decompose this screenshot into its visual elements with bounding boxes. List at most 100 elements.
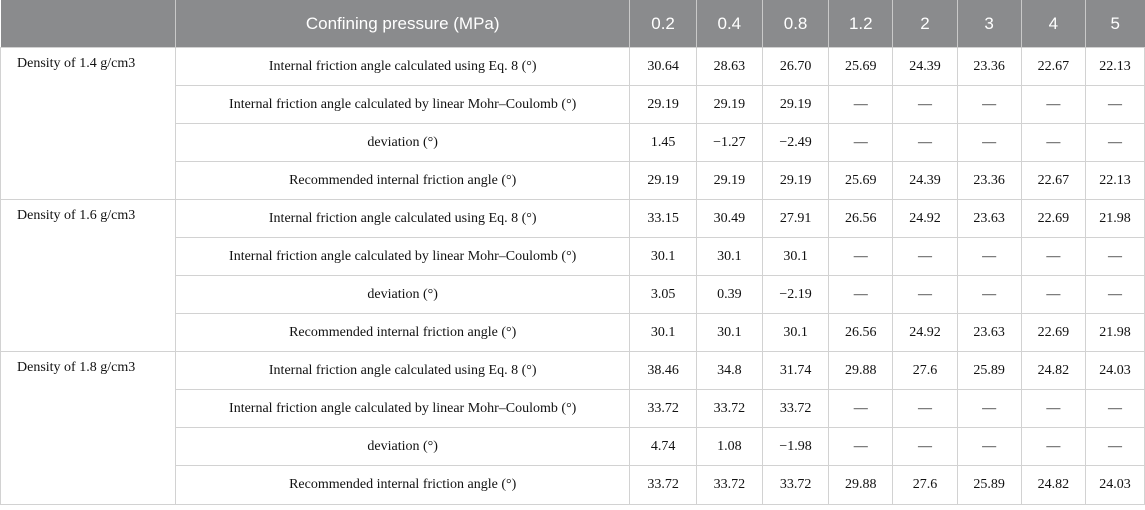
value-cell: 29.88: [828, 351, 894, 390]
value-cell: 22.69: [1020, 199, 1086, 238]
table-row: deviation (°) 4.74 1.08 −1.98— — — — —: [1, 427, 1145, 466]
value-cell: 29.19: [695, 85, 763, 124]
table-row: Recommended internal friction angle (°) 3…: [1, 313, 1145, 352]
value-cell: 22.67: [1020, 47, 1086, 86]
value-cell: 25.69: [828, 47, 894, 86]
table-row: Density of 1.8 g/cm3 Internal friction an…: [0, 351, 1145, 505]
row-label: deviation (°): [174, 427, 631, 466]
row-label: Internal friction angle calculated by li…: [174, 237, 631, 276]
value-cell: —: [1084, 389, 1145, 428]
table-row: Internal friction angle calculated by li…: [1, 389, 1145, 428]
value-cell: 30.1: [761, 237, 830, 276]
value-cell: 4.74: [629, 427, 697, 466]
value-cell: —: [828, 123, 894, 162]
table-row: Internal friction angle calculated by li…: [1, 237, 1145, 276]
value-cell: 24.39: [892, 161, 958, 200]
table-row: Recommended internal friction angle (°) 2…: [1, 161, 1145, 200]
value-cell: 24.92: [892, 313, 958, 352]
row-label: deviation (°): [174, 275, 631, 314]
value-cell: 22.13: [1084, 161, 1145, 200]
value-cell: 33.72: [761, 465, 830, 505]
header-pressure-cell: 0.4: [695, 0, 763, 48]
value-cell: 25.89: [956, 465, 1022, 505]
value-cell: 33.72: [761, 389, 830, 428]
value-cell: —: [1084, 275, 1145, 314]
table-row: Density of 1.4 g/cm3 Internal friction an…: [0, 47, 1145, 200]
table-row: Internal friction angle calculated by li…: [1, 85, 1145, 124]
value-cell: 30.1: [761, 313, 830, 352]
value-cell: −2.19: [761, 275, 830, 314]
row-label: Internal friction angle calculated by li…: [174, 389, 631, 428]
value-cell: —: [828, 85, 894, 124]
value-cell: 33.72: [629, 465, 697, 505]
header-row: Confining pressure (MPa) 0.2 0.4 0.8 1.2…: [0, 0, 1145, 48]
value-cell: 30.1: [695, 237, 763, 276]
value-cell: 31.74: [761, 351, 830, 390]
row-label: Internal friction angle calculated using…: [174, 47, 631, 86]
value-cell: —: [1084, 123, 1145, 162]
value-cell: 29.19: [629, 85, 697, 124]
value-cell: 1.45: [629, 123, 697, 162]
value-cell: 29.19: [761, 85, 830, 124]
value-cell: 24.03: [1084, 351, 1145, 390]
value-cell: 1.08: [695, 427, 763, 466]
value-cell: 34.8: [695, 351, 763, 390]
value-cell: —: [956, 85, 1022, 124]
value-cell: —: [956, 427, 1022, 466]
value-cell: 0.39: [695, 275, 763, 314]
value-cell: 33.72: [629, 389, 697, 428]
table-row: Recommended internal friction angle (°) 3…: [1, 465, 1145, 505]
value-cell: 30.1: [695, 313, 763, 352]
value-cell: 22.67: [1020, 161, 1086, 200]
value-cell: —: [892, 85, 958, 124]
value-cell: 21.98: [1084, 313, 1145, 352]
value-cell: —: [1020, 237, 1086, 276]
value-cell: —: [1020, 85, 1086, 124]
value-cell: 29.19: [695, 161, 763, 200]
value-cell: —: [828, 427, 894, 466]
value-cell: —: [828, 237, 894, 276]
row-label: deviation (°): [174, 123, 631, 162]
value-cell: 25.69: [828, 161, 894, 200]
density-group-label: Density of 1.6 g/cm3: [0, 199, 176, 352]
value-cell: 24.82: [1020, 351, 1086, 390]
value-cell: 24.92: [892, 199, 958, 238]
row-label: Recommended internal friction angle (°): [174, 465, 631, 505]
header-pressure-cell: 1.2: [828, 0, 893, 48]
table-row: deviation (°) 1.45 −1.27 −2.49— — — — —: [1, 123, 1145, 162]
value-cell: −1.27: [695, 123, 763, 162]
value-cell: —: [892, 123, 958, 162]
density-group-label: Density of 1.8 g/cm3: [0, 351, 176, 505]
value-cell: 22.13: [1084, 47, 1145, 86]
table-header: Confining pressure (MPa) 0.2 0.4 0.8 1.2…: [0, 0, 1145, 48]
value-cell: —: [956, 275, 1022, 314]
density-group-label: Density of 1.4 g/cm3: [0, 47, 176, 200]
value-cell: 29.19: [629, 161, 697, 200]
value-cell: —: [1084, 427, 1145, 466]
header-pressure-cell: 0.8: [761, 0, 829, 48]
value-cell: 24.82: [1020, 465, 1086, 505]
value-cell: —: [892, 237, 958, 276]
value-cell: 24.39: [892, 47, 958, 86]
table-row: Density of 1.6 g/cm3 Internal friction an…: [0, 199, 1145, 352]
value-cell: −2.49: [761, 123, 830, 162]
header-pressure-cell: 2: [892, 0, 958, 48]
value-cell: —: [1084, 85, 1145, 124]
value-cell: —: [892, 427, 958, 466]
value-cell: 28.63: [695, 47, 763, 86]
value-cell: 33.15: [629, 199, 697, 238]
header-blank-cell: [0, 0, 176, 48]
header-pressure-cell: 4: [1020, 0, 1086, 48]
value-cell: 33.72: [695, 389, 763, 428]
value-cell: 26.56: [828, 199, 894, 238]
header-pressure-cell: 5: [1084, 0, 1145, 48]
row-label: Recommended internal friction angle (°): [174, 313, 631, 352]
value-cell: 27.91: [761, 199, 830, 238]
value-cell: —: [1020, 427, 1086, 466]
value-cell: —: [828, 275, 894, 314]
value-cell: 26.70: [761, 47, 830, 86]
value-cell: 23.63: [956, 199, 1022, 238]
value-cell: 38.46: [629, 351, 697, 390]
value-cell: 23.36: [956, 161, 1022, 200]
value-cell: 3.05: [629, 275, 697, 314]
